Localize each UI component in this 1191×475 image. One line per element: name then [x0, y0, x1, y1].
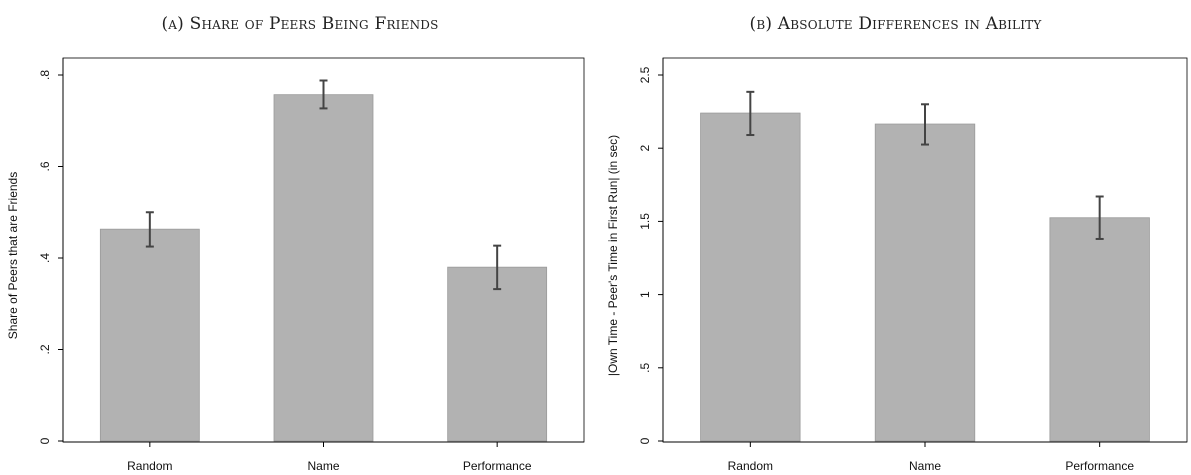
y-tick-label: 0	[638, 437, 652, 444]
bar	[700, 112, 801, 442]
y-tick-label: .6	[38, 161, 52, 171]
y-axis-title: Share of Peers that are Friends	[6, 172, 20, 339]
x-tick-label: Name	[909, 459, 941, 473]
bar	[99, 228, 200, 442]
bar	[273, 94, 374, 442]
chart-a: 0 .2 .4 .6 .8 Share of Peers that are Friends…	[6, 57, 585, 473]
x-tick-label: Random	[127, 459, 172, 473]
y-tick-label: 0	[38, 437, 52, 444]
y-tick-label: 2.5	[638, 66, 652, 83]
y-tick-label: 1.5	[638, 213, 652, 230]
y-tick-label: .4	[38, 253, 52, 263]
bar	[1049, 217, 1150, 442]
panel-a-title: (a) Share of Peers Being Friends	[161, 14, 439, 34]
y-tick-label: .8	[38, 70, 52, 80]
x-tick-label: Name	[307, 459, 339, 473]
x-tick-label: Random	[728, 459, 773, 473]
y-axis-title: |Own Time - Peer's Time in First Run| (i…	[606, 135, 620, 376]
y-tick-label: 2	[638, 145, 652, 152]
chart-b: 0 .5 1 1.5 2 2.5 |Own Time - Peer's Time in Fi…	[606, 57, 1188, 473]
panel-b-title: (b) Absolute Differences in Ability	[749, 14, 1042, 34]
y-tick-label: 1	[638, 291, 652, 298]
y-tick-label: .5	[638, 362, 652, 372]
bar	[447, 266, 548, 442]
x-tick-label: Performance	[1065, 459, 1134, 473]
x-tick-label: Performance	[463, 459, 532, 473]
bar	[874, 123, 976, 442]
y-tick-label: .2	[38, 344, 52, 354]
